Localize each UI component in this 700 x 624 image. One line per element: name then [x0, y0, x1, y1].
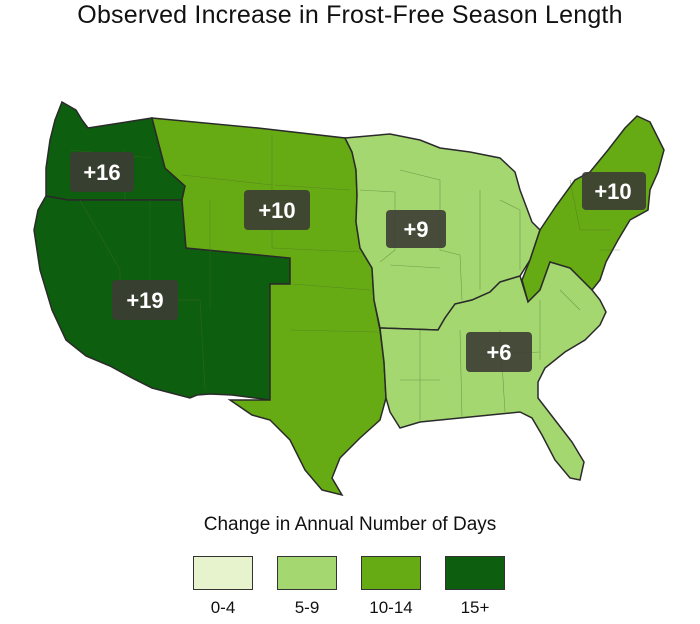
svg-text:+10: +10: [258, 198, 295, 223]
label-great-plains: +10: [244, 190, 310, 230]
svg-text:+10: +10: [594, 179, 631, 204]
legend-label-15-plus: 15+: [460, 598, 490, 617]
map-title: Observed Increase in Frost-Free Season L…: [77, 1, 623, 29]
svg-text:+16: +16: [83, 160, 120, 185]
legend-label-5-9: 5-9: [294, 598, 320, 617]
legend-title: Change in Annual Number of Days: [203, 514, 497, 535]
legend-swatch-15-plus: [445, 556, 505, 590]
label-midwest: +9: [386, 210, 446, 248]
svg-text:+19: +19: [126, 288, 163, 313]
label-southwest: +19: [112, 280, 178, 320]
svg-text:+6: +6: [486, 340, 511, 365]
label-northwest: +16: [70, 152, 134, 192]
legend-swatch-0-4: [193, 556, 253, 590]
label-southeast: +6: [466, 332, 532, 372]
legend-label-10-14: 10-14: [369, 598, 413, 617]
us-frost-free-map: +16 +19 +10 +9 +10 +6: [33, 100, 665, 497]
legend-label-0-4: 0-4: [210, 598, 236, 617]
svg-text:+9: +9: [403, 217, 428, 242]
legend-swatch-5-9: [277, 556, 337, 590]
label-northeast: +10: [582, 172, 646, 210]
legend-swatch-10-14: [361, 556, 421, 590]
